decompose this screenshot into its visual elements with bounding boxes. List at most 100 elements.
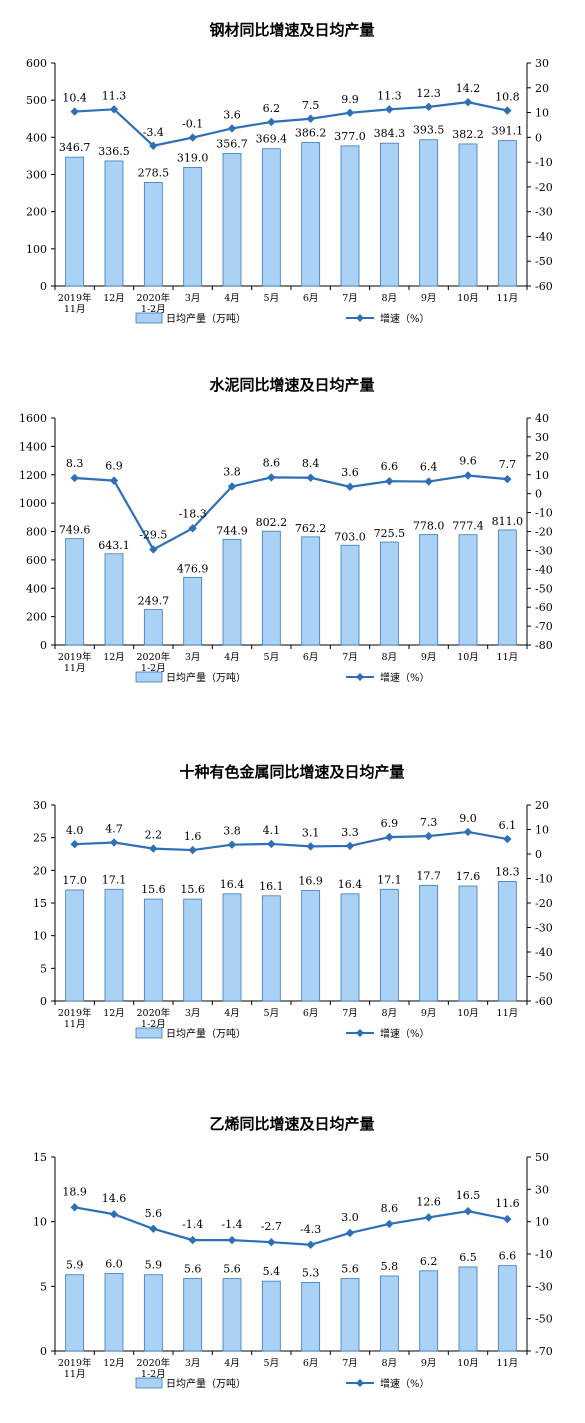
bar [222, 1278, 242, 1352]
x-tick-label: 9月 [421, 1358, 437, 1369]
x-tick-label: 7月 [342, 1008, 358, 1019]
right-tick-label: 30 [535, 1183, 549, 1196]
line-point [149, 844, 158, 853]
line-point [345, 108, 355, 118]
line-point [109, 105, 119, 114]
left-tick-label: 500 [26, 94, 47, 107]
legend-bar-label: 日均产量（万吨） [166, 1377, 246, 1390]
growth-line [74, 101, 508, 147]
line-data-label: 11.6 [495, 1197, 520, 1210]
x-tick-label: 2020年 [136, 651, 170, 663]
bar-data-label: 369.4 [256, 133, 288, 146]
line-data-label: 3.6 [341, 466, 359, 479]
x-tick-label: 6月 [303, 652, 319, 663]
left-tick-label: 1600 [19, 412, 47, 425]
chart-nonferrous-metals: 十种有色金属同比增速及日均产量 0 5 10 15 20 25 30 -60 -50 -40 -30 -… [33, 763, 553, 1040]
bar [183, 1278, 203, 1352]
x-tick-label: 11月 [497, 1008, 519, 1019]
line-point [306, 842, 315, 851]
x-tick-label: 7月 [342, 652, 358, 663]
line-point [188, 133, 197, 142]
x-tick-label: 6月 [303, 1008, 319, 1019]
growth-line [74, 1206, 508, 1246]
right-tick-label: 20 [535, 799, 549, 812]
bar [222, 893, 242, 1002]
bar-data-label: 762.2 [295, 522, 327, 535]
bar-data-label: 15.6 [180, 883, 205, 896]
bar [301, 142, 321, 287]
x-tick-label: 3月 [185, 1008, 201, 1019]
line-point [306, 473, 315, 482]
bar-data-label: 15.6 [141, 883, 166, 896]
right-tick-label: -20 [535, 526, 553, 539]
x-tick-label: 5月 [264, 1358, 280, 1369]
bar [104, 160, 124, 287]
bar-data-label: 5.9 [145, 1259, 163, 1272]
line-data-label: 11.3 [102, 89, 127, 102]
right-tick-label: -50 [535, 582, 553, 595]
line-point [463, 97, 473, 107]
line-data-label: 7.5 [302, 99, 320, 112]
right-tick-label: 0 [535, 488, 542, 501]
line-point [385, 832, 394, 842]
chart-steel: 钢材同比增速及日均产量0100200300400500600-60-50-40-… [26, 21, 553, 325]
line-data-label: 12.3 [416, 87, 441, 100]
line-data-label: 6.9 [381, 817, 399, 830]
bar-data-label: 17.7 [416, 869, 441, 882]
bar-data-label: 6.2 [420, 1255, 438, 1268]
x-tick-label: 2019年 [58, 292, 92, 304]
bar [183, 898, 203, 1002]
bar [104, 553, 124, 646]
bar-data-label: 16.1 [259, 880, 284, 893]
line-data-label: 12.6 [416, 1195, 441, 1208]
x-tick-label: 1-2月 [141, 304, 166, 315]
bar-data-label: 16.4 [338, 878, 363, 891]
chart-title: 水泥同比增速及日均产量 [209, 376, 374, 394]
bar [143, 898, 163, 1002]
x-tick-label: 10月 [457, 1358, 479, 1369]
left-tick-label: 20 [33, 864, 47, 877]
line-data-label: 8.3 [66, 457, 84, 470]
left-tick-label: 400 [26, 582, 47, 595]
x-tick-label: 11月 [497, 1358, 519, 1369]
legend-bar-swatch [135, 671, 163, 683]
right-tick-label: -20 [535, 897, 553, 910]
x-tick-label: 12月 [103, 293, 125, 304]
line-data-label: 3.6 [223, 108, 241, 121]
line-point [267, 839, 276, 849]
line-data-label: -1.4 [182, 1218, 203, 1231]
bar [419, 1270, 439, 1352]
line-data-label: 3.3 [341, 826, 359, 839]
right-tick-label: -50 [535, 971, 553, 984]
chart-ethylene: 乙烯同比增速及日均产量 0 5 10 15 -70 -50 -30 -10 10 30 50 2019年… [33, 1115, 553, 1390]
x-tick-label: 2019年 [58, 1357, 92, 1369]
line-point [345, 1228, 355, 1238]
line-point [503, 834, 512, 844]
bar-data-label: 5.6 [223, 1263, 241, 1276]
bar-data-label: 17.1 [102, 873, 127, 886]
right-tick-label: -50 [535, 1313, 553, 1326]
left-tick-label: 30 [33, 799, 47, 812]
left-tick-label: 200 [26, 206, 47, 219]
line-data-label: 16.5 [456, 1189, 481, 1202]
x-tick-label: 10月 [457, 652, 479, 663]
line-data-label: 9.0 [459, 812, 477, 825]
right-tick-label: 30 [535, 57, 549, 70]
bar-data-label: 777.4 [452, 520, 484, 533]
right-tick-label: 10 [535, 107, 549, 120]
x-tick-label: 4月 [224, 1008, 240, 1019]
line-point [227, 482, 237, 491]
line-point [70, 107, 79, 116]
x-tick-label: 4月 [224, 1358, 240, 1369]
line-data-label: 4.0 [66, 824, 84, 837]
right-tick-label: -40 [535, 946, 553, 959]
bar-data-label: 17.0 [62, 874, 87, 887]
chart-title: 十种有色金属同比增速及日均产量 [179, 763, 404, 781]
legend-bar-swatch [135, 312, 163, 324]
line-data-label: 3.0 [341, 1211, 359, 1224]
line-point [345, 482, 355, 492]
x-tick-label: 7月 [342, 293, 358, 304]
bar-data-label: 6.6 [499, 1250, 517, 1263]
bar-data-label: 5.6 [184, 1263, 202, 1276]
bar [261, 148, 281, 287]
